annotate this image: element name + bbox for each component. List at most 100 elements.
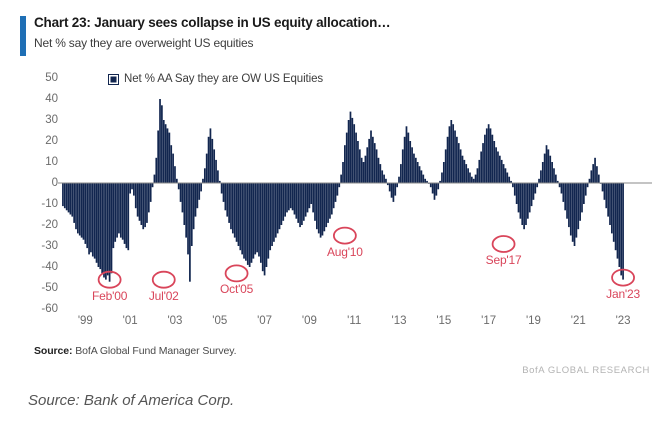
bar: [513, 183, 516, 196]
bar: [437, 183, 440, 190]
chart-card: Chart 23: January sees collapse in US eq…: [20, 15, 652, 376]
bar: [91, 183, 94, 257]
bar: [536, 183, 539, 188]
bar: [575, 183, 578, 238]
bar: [123, 183, 126, 244]
bar: [590, 170, 593, 183]
chart-legend: Net % AA Say they are OW US Equities: [108, 73, 323, 85]
bar: [489, 128, 492, 183]
bar: [403, 136, 406, 183]
bar: [164, 124, 167, 183]
bar: [396, 183, 399, 188]
bar: [603, 183, 606, 200]
bar: [231, 183, 234, 234]
source-text: BofA Global Fund Manager Survey.: [75, 345, 237, 357]
bar: [381, 170, 384, 183]
bar: [140, 183, 143, 225]
bar: [116, 183, 118, 238]
bar: [340, 174, 342, 183]
bar: [75, 183, 77, 230]
bar: [207, 136, 210, 183]
bar: [487, 124, 490, 183]
bar: [63, 183, 66, 209]
bar: [360, 157, 363, 183]
bar: [217, 170, 219, 183]
y-axis-tick: -10: [41, 198, 58, 210]
y-axis-tick: -60: [41, 303, 58, 315]
bar: [476, 168, 479, 183]
bar: [442, 162, 445, 183]
bar: [551, 162, 553, 183]
bar: [448, 126, 451, 183]
bar: [454, 130, 456, 183]
bar: [327, 183, 329, 223]
bar: [103, 183, 105, 278]
bar: [291, 183, 294, 211]
bar: [472, 178, 475, 183]
annotation-label: Oct'05: [220, 282, 254, 297]
bar: [289, 183, 292, 209]
bar: [532, 183, 535, 200]
x-axis-tick: '15: [436, 315, 452, 327]
bar: [377, 157, 380, 183]
bar: [344, 145, 346, 183]
bar: [515, 183, 518, 204]
bar: [194, 183, 197, 217]
bar: [569, 183, 572, 236]
bar: [301, 183, 303, 225]
bar: [77, 183, 79, 234]
bar: [609, 183, 611, 225]
bar: [314, 183, 316, 221]
x-axis-tick: '17: [481, 315, 497, 327]
bar: [400, 164, 402, 183]
bar: [62, 183, 64, 207]
bar: [581, 183, 583, 213]
bar: [198, 183, 201, 200]
bar: [129, 183, 132, 194]
bar: [338, 183, 341, 188]
bar: [203, 168, 206, 183]
bar: [218, 180, 221, 183]
bar: [414, 157, 417, 183]
bar: [469, 172, 471, 183]
bar: [256, 183, 258, 253]
annotation-label: Jan'23: [606, 286, 640, 301]
bar: [330, 183, 333, 215]
bar: [97, 183, 100, 267]
bar: [88, 183, 90, 255]
bar: [562, 183, 565, 202]
bar: [564, 183, 567, 211]
bar: [118, 183, 120, 234]
bar: [151, 183, 154, 188]
bar: [179, 183, 182, 202]
bar: [411, 147, 413, 183]
bar: [280, 183, 283, 225]
bar: [364, 155, 367, 183]
bar: [125, 183, 128, 249]
bar: [478, 159, 481, 183]
bar: [243, 183, 245, 259]
bar: [375, 149, 378, 183]
bar: [383, 174, 385, 183]
bar: [616, 183, 619, 259]
bar: [614, 183, 617, 251]
bar: [278, 183, 281, 230]
bar: [457, 143, 460, 183]
bar: [159, 99, 161, 183]
bar: [295, 183, 298, 219]
bar: [510, 180, 512, 183]
bar: [519, 183, 522, 219]
x-axis-tick: '21: [570, 315, 586, 327]
bar: [385, 178, 387, 183]
bar: [525, 183, 527, 225]
bar: [112, 183, 115, 249]
bar: [368, 138, 370, 183]
bar: [392, 183, 395, 202]
y-axis-tick: 50: [45, 72, 58, 84]
bar: [534, 183, 537, 194]
bar: [424, 178, 427, 183]
bar: [213, 149, 216, 183]
bar: [80, 183, 83, 238]
bar: [108, 183, 111, 282]
bar: [480, 151, 483, 183]
